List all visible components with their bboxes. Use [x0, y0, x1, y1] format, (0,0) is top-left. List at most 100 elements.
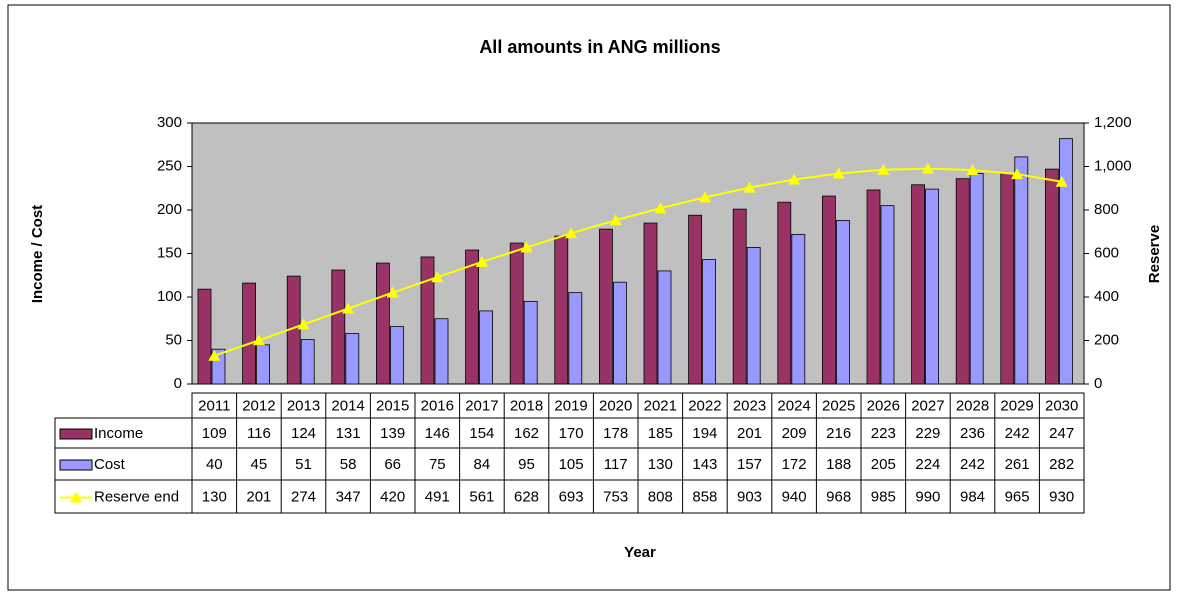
x-tick-label: 2030 — [1045, 397, 1078, 414]
x-tick-label: 2015 — [376, 397, 409, 414]
table-value: 40 — [206, 456, 223, 473]
x-tick-label: 2011 — [198, 397, 230, 414]
table-value: 66 — [384, 456, 401, 473]
table-value: 242 — [1005, 425, 1030, 442]
y2-axis-label: Reserve — [1146, 225, 1163, 283]
line-marker — [1055, 175, 1068, 187]
table-value: 124 — [291, 425, 316, 442]
table-value: 347 — [336, 488, 361, 505]
table-value: 170 — [559, 425, 584, 442]
x-tick-label: 2023 — [733, 397, 766, 414]
table-value: 130 — [648, 456, 673, 473]
bar — [345, 333, 360, 385]
bar — [568, 292, 583, 385]
x-tick-label: 2027 — [911, 397, 944, 414]
bar — [509, 242, 524, 385]
line-marker — [609, 214, 622, 226]
x-tick-label: 2019 — [554, 397, 587, 414]
table-value: 808 — [648, 488, 673, 505]
y-tick-label: 150 — [157, 244, 182, 261]
bar — [599, 228, 613, 385]
line — [213, 167, 1062, 357]
bar — [777, 201, 792, 385]
line-marker — [252, 334, 265, 346]
bar — [197, 288, 212, 385]
table-value: 693 — [559, 488, 584, 505]
table-value: 95 — [518, 456, 535, 473]
bar — [791, 233, 806, 385]
table-value: 143 — [692, 456, 717, 473]
table-value: 157 — [737, 456, 762, 473]
y2-tick-label: 0 — [1094, 375, 1102, 392]
bar — [434, 318, 449, 385]
x-tick-label: 2018 — [510, 397, 543, 414]
table-value: 236 — [960, 425, 985, 442]
table-value: 274 — [291, 488, 316, 505]
table-value: 990 — [915, 488, 940, 505]
table-value: 58 — [340, 456, 357, 473]
bar — [465, 249, 480, 385]
bar — [389, 326, 404, 385]
legend-marker — [70, 491, 82, 503]
x-tick-label: 2012 — [242, 397, 275, 414]
table-value: 985 — [871, 488, 896, 505]
bar — [331, 269, 346, 385]
bar — [822, 195, 836, 385]
table-value: 209 — [782, 425, 807, 442]
line-marker — [832, 167, 845, 179]
table-value: 858 — [692, 488, 717, 505]
y-tick-label: 100 — [157, 288, 182, 305]
y2-tick-label: 400 — [1094, 288, 1119, 305]
table-value: 201 — [737, 425, 762, 442]
bar — [554, 235, 569, 385]
bar — [925, 188, 939, 385]
line-marker — [788, 173, 801, 185]
bar — [969, 173, 984, 385]
bar — [836, 220, 850, 385]
table-value: 185 — [648, 425, 673, 442]
table-value: 628 — [514, 488, 539, 505]
x-tick-label: 2028 — [956, 397, 989, 414]
legend-swatch — [59, 428, 93, 440]
x-axis-label: Year — [624, 544, 656, 561]
bar — [300, 339, 315, 385]
table-value: 205 — [871, 456, 896, 473]
table-value: 154 — [469, 425, 494, 442]
table-value: 561 — [469, 488, 494, 505]
line-marker — [208, 349, 221, 361]
table-value: 930 — [1049, 488, 1074, 505]
table-value: 903 — [737, 488, 762, 505]
table-value: 261 — [1005, 456, 1030, 473]
x-tick-label: 2025 — [822, 397, 855, 414]
legend-swatch — [59, 459, 93, 471]
bar — [1045, 168, 1059, 385]
line-marker — [520, 241, 533, 253]
table-value: 188 — [826, 456, 851, 473]
bar — [746, 247, 761, 385]
bar — [1059, 138, 1073, 385]
bar — [256, 344, 271, 385]
legend-label: Reserve end — [94, 488, 179, 505]
table-value: 420 — [380, 488, 405, 505]
bar — [420, 256, 435, 385]
table-value: 223 — [871, 425, 896, 442]
line-marker — [386, 286, 399, 298]
table-value: 178 — [603, 425, 628, 442]
legend-label: Cost — [94, 456, 126, 473]
bar — [702, 259, 716, 385]
x-tick-label: 2024 — [777, 397, 810, 414]
x-tick-label: 2020 — [599, 397, 632, 414]
y-tick-label: 0 — [174, 375, 182, 392]
line-marker — [431, 271, 444, 283]
table-value: 139 — [380, 425, 405, 442]
table-value: 965 — [1005, 488, 1030, 505]
line-marker — [297, 318, 310, 330]
table-value: 940 — [782, 488, 807, 505]
table-value: 968 — [826, 488, 851, 505]
table-value: 146 — [425, 425, 450, 442]
x-tick-label: 2021 — [644, 397, 677, 414]
table-value: 753 — [603, 488, 628, 505]
table-value: 201 — [246, 488, 271, 505]
bar — [643, 222, 658, 385]
table-value: 130 — [202, 488, 227, 505]
